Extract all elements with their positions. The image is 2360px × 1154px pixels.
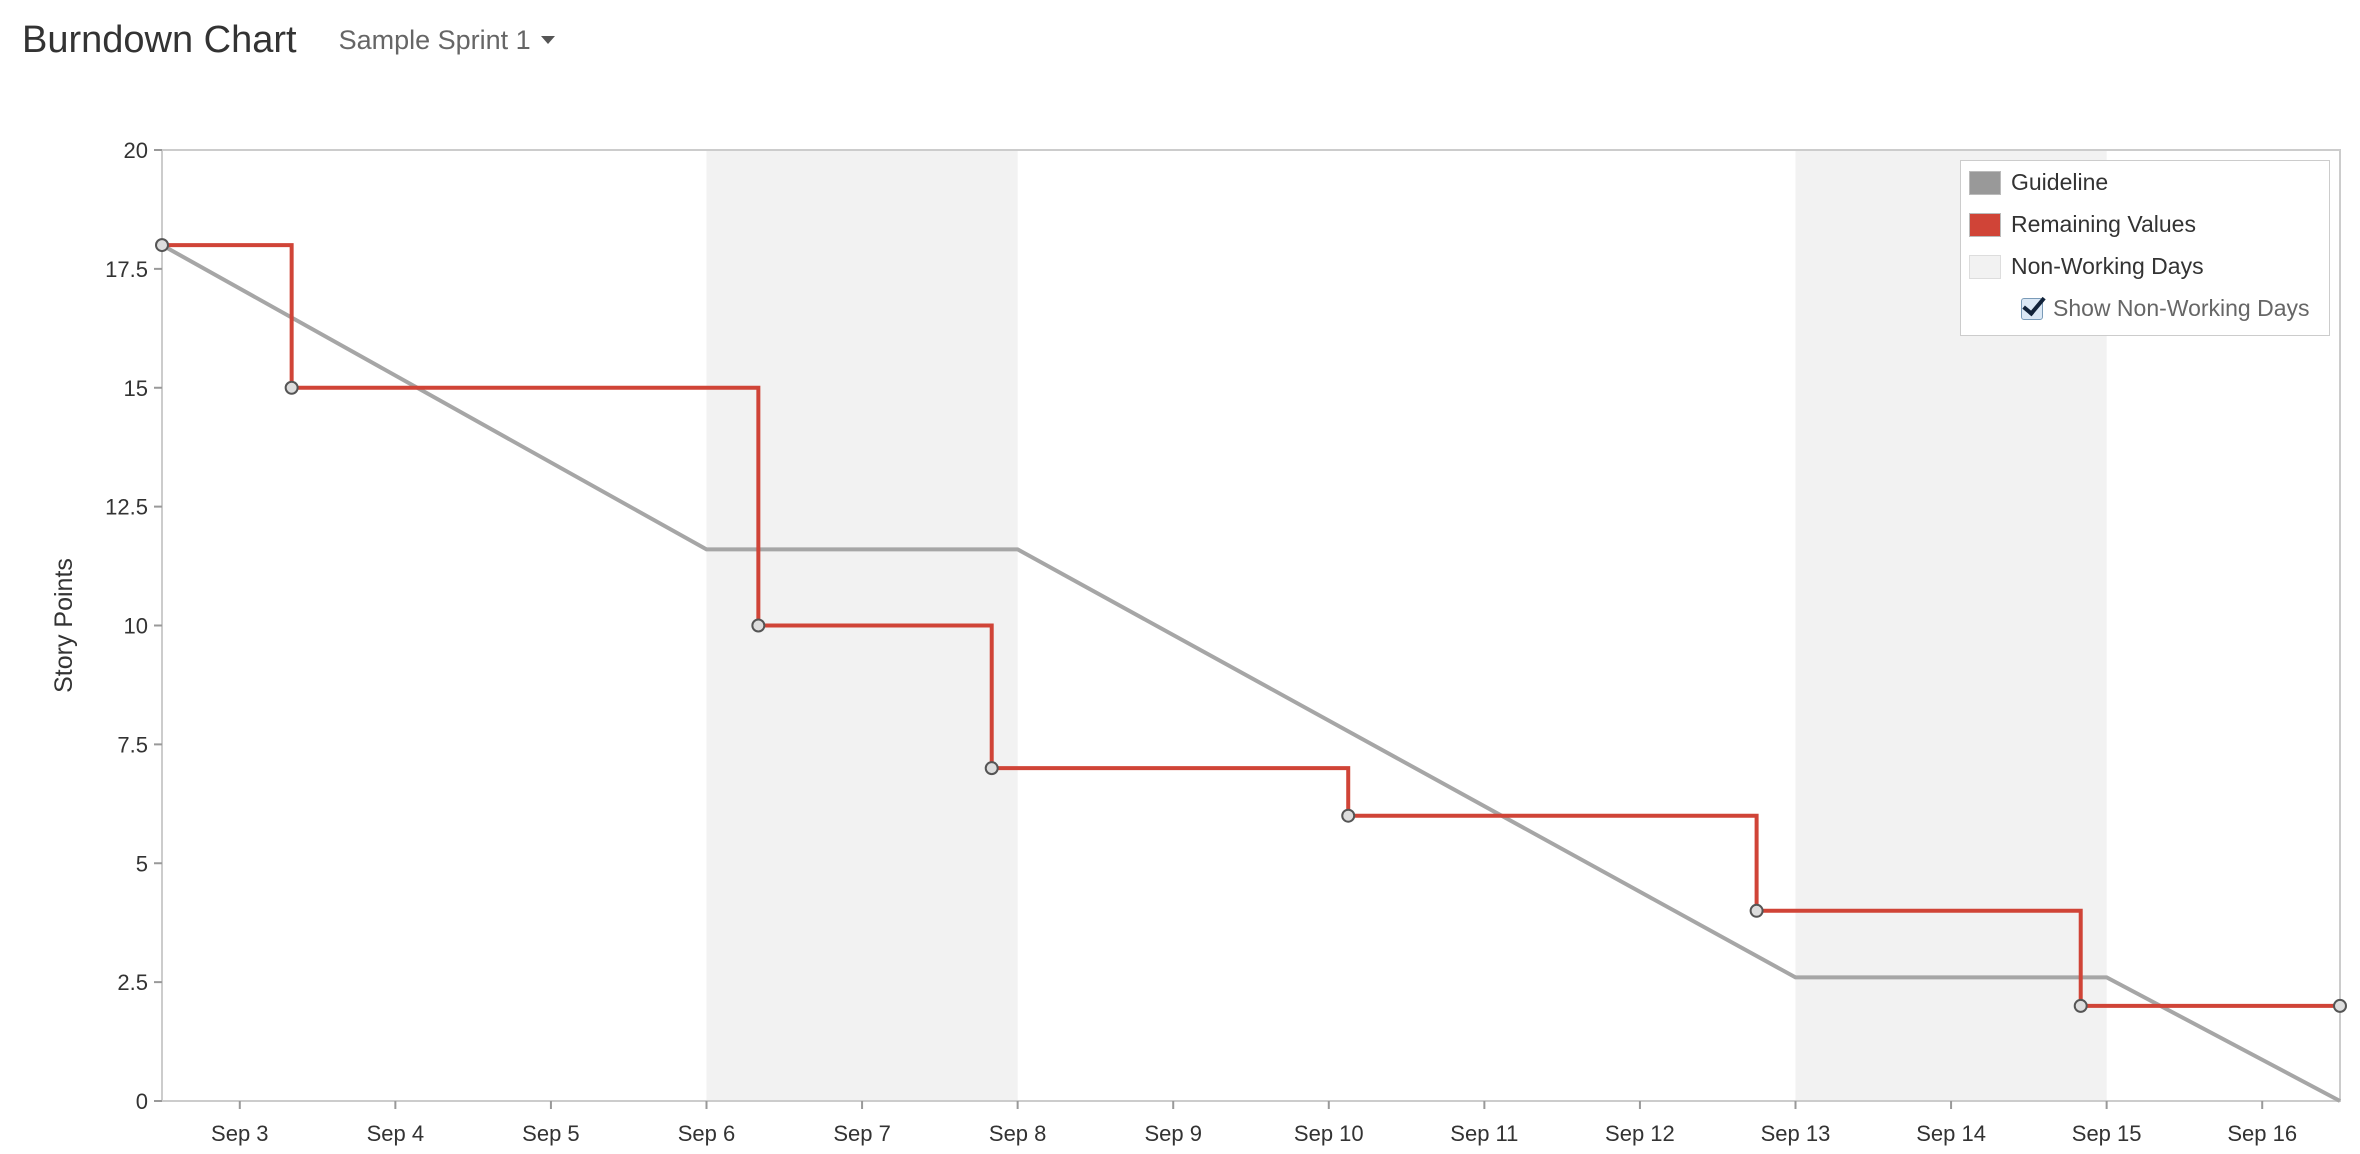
legend-swatch-guideline [1969, 170, 2001, 195]
remaining-values-point [984, 761, 999, 776]
x-tick-label: Sep 13 [1761, 1121, 1831, 1146]
x-tick-label: Sep 9 [1144, 1121, 1202, 1146]
legend-label-non-working-days: Non-Working Days [2011, 253, 2204, 279]
legend-label-remaining-values: Remaining Values [2011, 211, 2196, 237]
x-tick-label: Sep 8 [989, 1121, 1047, 1146]
remaining-values-point [284, 380, 299, 395]
y-tick-label: 7.5 [117, 732, 148, 757]
x-tick-label: Sep 4 [367, 1121, 425, 1146]
sprint-selector-label: Sample Sprint 1 [338, 24, 531, 55]
x-tick-label: Sep 3 [211, 1121, 269, 1146]
legend-item-non-working-days: Non-Working Days [1969, 253, 2204, 280]
legend-label-guideline: Guideline [2011, 169, 2109, 195]
guideline-line [161, 243, 2341, 1103]
chevron-down-icon [540, 36, 555, 44]
show-non-working-days-toggle[interactable]: Show Non-Working Days [2021, 295, 2310, 322]
x-tick-label: Sep 7 [833, 1121, 891, 1146]
sprint-selector[interactable]: Sample Sprint 1 [339, 25, 555, 56]
x-tick-label: Sep 5 [522, 1121, 580, 1146]
y-tick-label: 5 [136, 851, 148, 876]
remaining-values-point [751, 618, 766, 633]
remaining-values-line [162, 243, 2340, 1008]
x-tick-label: Sep 11 [1450, 1121, 1518, 1146]
remaining-values-point [2073, 998, 2088, 1013]
remaining-values-point [2333, 998, 2347, 1013]
x-tick-label: Sep 16 [2227, 1121, 2297, 1146]
page-title: Burndown Chart [22, 18, 297, 61]
legend-swatch-remaining-values [1969, 212, 2001, 237]
x-tick-label: Sep 15 [2072, 1121, 2142, 1146]
chart-header: Burndown Chart Sample Sprint 1 [22, 10, 555, 70]
x-tick-label: Sep 6 [678, 1121, 736, 1146]
x-tick-label: Sep 12 [1605, 1121, 1675, 1146]
y-axis-label: Story Points [50, 558, 78, 693]
remaining-values-point [1749, 903, 1764, 918]
y-tick-label: 12.5 [105, 495, 148, 520]
y-tick-label: 17.5 [105, 257, 148, 282]
legend-swatch-non-working-days [1969, 254, 2001, 279]
legend-item-remaining-values: Remaining Values [1969, 211, 2196, 238]
y-tick-label: 10 [124, 614, 148, 639]
y-tick-label: 0 [136, 1089, 148, 1114]
chart-legend: Guideline Remaining Values Non-Working D… [1960, 160, 2330, 336]
y-tick-label: 15 [124, 376, 148, 401]
show-non-working-days-checkbox[interactable] [2021, 297, 2043, 320]
x-tick-label: Sep 10 [1294, 1121, 1364, 1146]
show-non-working-days-label: Show Non-Working Days [2053, 295, 2310, 321]
legend-item-guideline: Guideline [1969, 169, 2108, 196]
x-tick-label: Sep 14 [1916, 1121, 1986, 1146]
remaining-values-point [1341, 808, 1356, 823]
y-tick-label: 2.5 [117, 970, 148, 995]
remaining-values-point [155, 238, 169, 253]
y-tick-label: 20 [124, 138, 148, 163]
